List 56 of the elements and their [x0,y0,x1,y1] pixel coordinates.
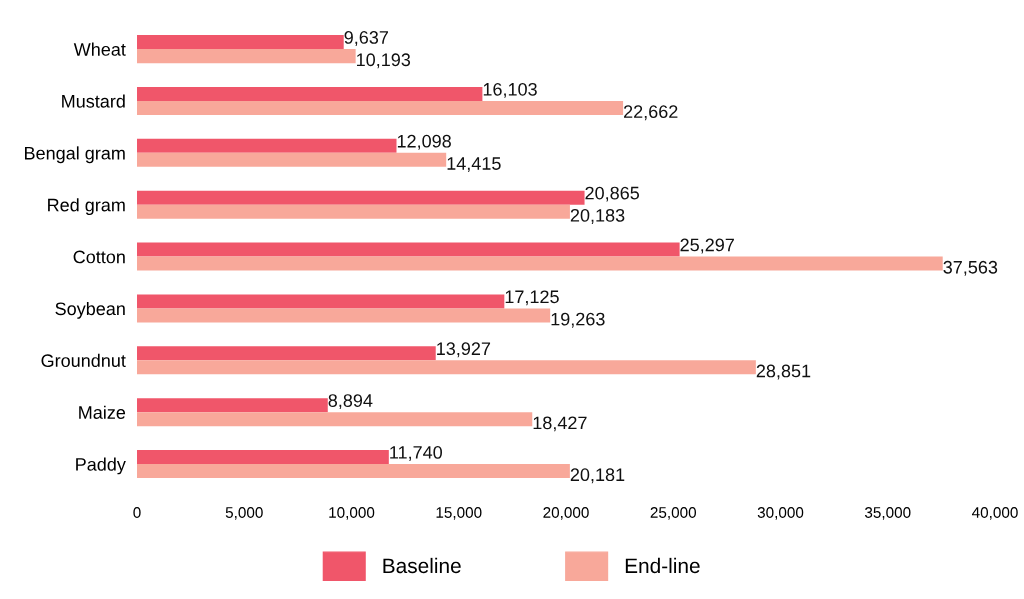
data-label: 20,183 [570,208,625,224]
bar [137,256,943,271]
y-tick-label: Groundnut [41,353,126,368]
y-tick-label: Soybean [55,301,125,319]
bar [137,398,328,413]
y-tick-label: Red gram [48,198,125,216]
x-tick-label: 35,000 [864,507,911,520]
bar [137,152,447,167]
bar [137,450,389,465]
x-tick-label: 15,000 [436,507,482,520]
data-label: 9,637 [344,31,388,46]
data-label: 17,125 [505,290,559,306]
bar [137,308,551,323]
data-label: 12,098 [397,134,451,150]
data-label: 16,103 [483,82,537,98]
data-label: 18,427 [533,416,587,432]
data-label: 25,297 [680,238,734,254]
x-tick-label: 10,000 [329,507,375,520]
bar [137,464,570,479]
bar [137,86,483,101]
x-tick-label: 30,000 [757,507,804,520]
bar [137,204,570,219]
data-label: 8,894 [328,394,373,410]
y-tick-label: Paddy [76,457,126,475]
bar [137,35,344,50]
y-tick-label: Maize [79,405,126,419]
bar [137,190,585,205]
data-label: 20,181 [570,468,625,484]
data-label: 19,263 [551,312,605,328]
bar [137,412,533,427]
y-tick-label: Bengal gram [25,146,125,164]
data-label: 14,415 [447,157,501,173]
x-tick-label: 25,000 [650,507,697,520]
bar [137,242,680,257]
data-label: 11,740 [390,446,443,461]
data-label: 37,563 [943,260,998,276]
legend-label: Baseline [383,557,461,574]
data-label: 20,865 [585,186,640,202]
data-label: 22,662 [624,105,678,121]
bar [137,138,397,153]
x-tick-label: 5,000 [225,507,263,520]
data-label: 28,851 [756,364,811,380]
y-tick-label: Cotton [73,250,125,264]
y-tick-label: Wheat [73,42,126,56]
bar [137,49,356,64]
bar [137,294,505,309]
x-tick-label: 20,000 [543,507,589,520]
x-tick-label: 40,000 [971,507,1018,520]
bar [137,346,436,361]
data-label: 13,927 [437,342,491,358]
y-tick-label: Mustard [62,94,125,108]
x-tick-label: 0 [133,507,141,518]
legend-label: End-line [625,557,700,574]
bar [137,100,624,115]
data-label: 10,193 [357,53,411,69]
bar [137,360,756,375]
